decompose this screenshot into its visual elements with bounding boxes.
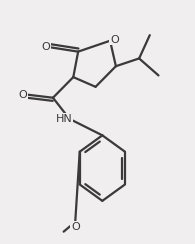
Text: O: O (41, 42, 50, 52)
Text: O: O (71, 222, 80, 232)
Text: O: O (110, 34, 119, 44)
Text: O: O (18, 90, 27, 100)
Text: HN: HN (56, 114, 72, 124)
